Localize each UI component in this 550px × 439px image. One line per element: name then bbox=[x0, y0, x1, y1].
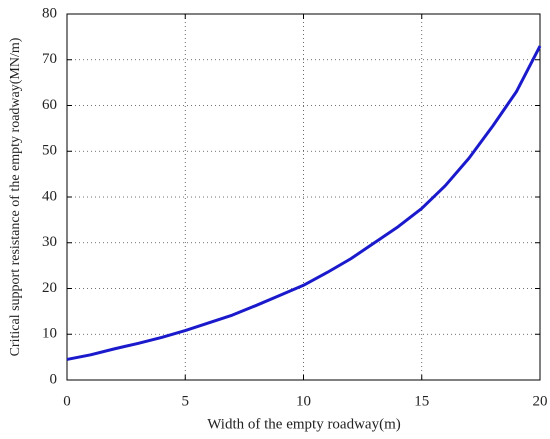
y-tick-label: 70 bbox=[42, 51, 57, 67]
y-axis-label: Critical support resistance of the empty… bbox=[8, 37, 23, 356]
plot-frame bbox=[66, 13, 541, 381]
data-line bbox=[66, 45, 542, 361]
y-tick-label: 30 bbox=[42, 234, 57, 250]
x-tick-label: 15 bbox=[414, 393, 429, 409]
y-tick-label: 50 bbox=[42, 143, 57, 159]
y-tick-label: 60 bbox=[42, 97, 57, 113]
y-tick-label: 10 bbox=[42, 326, 57, 342]
x-axis-label: Width of the empty roadway(m) bbox=[207, 416, 401, 432]
x-tick-label: 10 bbox=[296, 393, 311, 409]
x-tick-label: 20 bbox=[533, 393, 548, 409]
x-tick-label: 5 bbox=[182, 393, 190, 409]
x-tick-label: 0 bbox=[63, 393, 71, 409]
y-tick-label: 20 bbox=[42, 280, 57, 296]
y-tick-label: 80 bbox=[42, 5, 57, 21]
y-tick-label: 40 bbox=[42, 188, 57, 204]
y-tick-label: 0 bbox=[50, 371, 58, 387]
